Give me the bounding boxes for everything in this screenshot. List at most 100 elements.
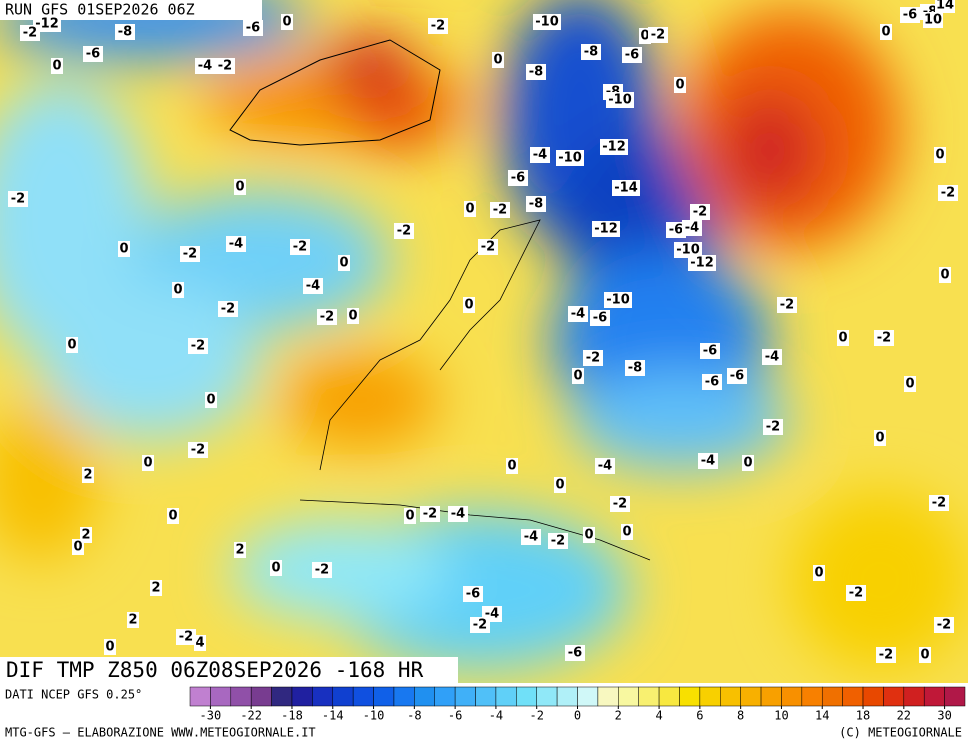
contour-label: -6: [727, 368, 747, 384]
contour-value: -2: [932, 496, 946, 511]
contour-label: -4: [530, 147, 550, 163]
contour-label: -2: [478, 239, 498, 255]
contour-label: 0: [281, 14, 293, 30]
colorbar-swatch: [454, 686, 476, 707]
map-title: DIF TMP Z850 06Z08SEP2026 -168 HR: [6, 658, 424, 682]
label-box: [939, 267, 951, 283]
contour-label: 0: [904, 376, 916, 392]
contour-value: -2: [191, 443, 205, 458]
label-box: [347, 308, 359, 324]
colorbar-swatch: [679, 686, 701, 707]
colorbar-swatch: [740, 686, 762, 707]
contour-label: -6: [463, 586, 483, 602]
contour-value: 0: [168, 509, 177, 524]
contour-label: 0: [270, 560, 282, 576]
colorbar-tick-label: 22: [897, 709, 911, 723]
label-box: [904, 376, 916, 392]
contour-value: -8: [529, 197, 543, 212]
label-box: [919, 647, 931, 663]
label-box: [526, 196, 546, 212]
label-box: [548, 533, 568, 549]
contour-value: -10: [535, 15, 559, 30]
label-box: [742, 455, 754, 471]
contour-value: 0: [675, 78, 684, 93]
contour-label: 0: [506, 458, 518, 474]
label-box: [66, 337, 78, 353]
contour-label: 0: [742, 455, 754, 471]
contour-value: -4: [306, 279, 320, 294]
label-box: [762, 349, 782, 365]
contour-label: -2: [394, 223, 414, 239]
label-box: [218, 301, 238, 317]
contour-value: -6: [730, 369, 744, 384]
contour-label: -2: [490, 202, 510, 218]
label-box: [900, 7, 920, 23]
label-box: [935, 0, 955, 13]
contour-label: -2: [470, 617, 490, 633]
contour-label: 0: [167, 508, 179, 524]
contour-label: 0: [674, 77, 686, 93]
contour-value: -12: [602, 140, 626, 155]
colorbar-tick-label: -6: [448, 709, 462, 723]
contour-label: -10: [533, 14, 561, 30]
label-box: [234, 542, 246, 558]
colorbar-swatch: [393, 686, 415, 707]
contour-label: 0: [554, 477, 566, 493]
run-label: RUN GFS 01SEP2026 06Z: [5, 1, 195, 19]
label-box: [243, 20, 263, 36]
label-box: [583, 350, 603, 366]
label-box: [606, 92, 634, 108]
contour-label: 2: [127, 612, 139, 628]
label-box: [506, 458, 518, 474]
contour-value: -8: [529, 65, 543, 80]
label-box: [530, 147, 550, 163]
contour-value: 2: [128, 613, 137, 628]
colorbar-swatch: [352, 686, 374, 707]
label-box: [612, 180, 640, 196]
contour-label: 0: [347, 308, 359, 324]
colorbar-swatch: [760, 686, 782, 707]
contour-label: 0: [205, 392, 217, 408]
label-box: [180, 246, 200, 262]
contour-value: -4: [701, 454, 715, 469]
label-box: [590, 310, 610, 326]
contour-value: -2: [473, 618, 487, 633]
label-box: [727, 368, 747, 384]
label-box: [565, 645, 585, 661]
contour-value: 2: [81, 528, 90, 543]
contour-value: -6: [593, 311, 607, 326]
contour-label: -2: [938, 185, 958, 201]
contour-value: -2: [937, 618, 951, 633]
label-box: [281, 14, 293, 30]
contour-value: -4: [229, 237, 243, 252]
colorbar-tick-label: 0: [574, 709, 581, 723]
colorbar-swatch: [536, 686, 558, 707]
label-box: [777, 297, 797, 313]
contour-label: -2: [777, 297, 797, 313]
contour-value: 2: [235, 543, 244, 558]
contour-value: 0: [105, 640, 114, 655]
label-box: [176, 629, 196, 645]
contour-value: -2: [179, 630, 193, 645]
contour-label: -2: [690, 204, 710, 220]
contour-value: 14: [936, 0, 954, 13]
contour-label: -6: [565, 645, 585, 661]
contour-label: 0: [234, 179, 246, 195]
colorbar-tick-label: -30: [200, 709, 222, 723]
colorbar-swatch: [495, 686, 517, 707]
contour-label: -2: [548, 533, 568, 549]
contour-value: -6: [903, 8, 917, 23]
contour-label: -2: [188, 442, 208, 458]
contour-label: 0: [66, 337, 78, 353]
coastline: [299, 499, 651, 561]
contour-value: -6: [466, 587, 480, 602]
colorbar-tick-label: 30: [937, 709, 951, 723]
data-source: DATI NCEP GFS 0.25°: [5, 688, 142, 702]
contour-label: -2: [610, 496, 630, 512]
colorbar-swatch: [271, 686, 293, 707]
coastline: [229, 39, 441, 146]
label-box: [463, 297, 475, 313]
contour-value: -2: [320, 310, 334, 325]
colorbar-swatch: [821, 686, 843, 707]
contour-label: -4: [303, 278, 323, 294]
